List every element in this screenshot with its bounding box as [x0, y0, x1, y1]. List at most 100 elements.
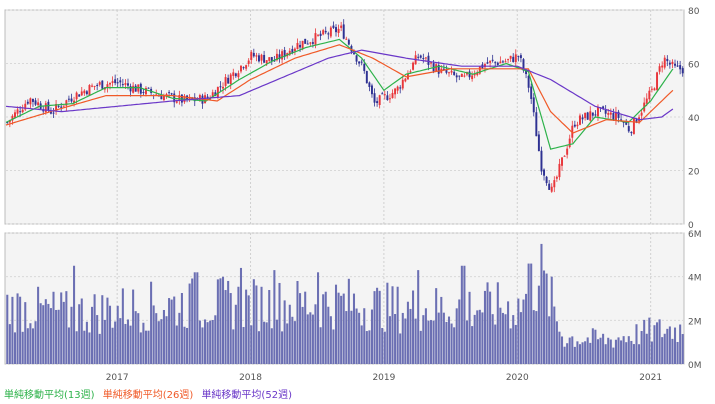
- candle-body: [591, 112, 594, 116]
- candle-body: [383, 94, 386, 96]
- candle-body: [535, 112, 538, 137]
- candle-body: [573, 124, 576, 127]
- volume-bar: [119, 318, 122, 364]
- candle-body: [73, 100, 76, 103]
- candle-body: [242, 67, 245, 69]
- candle-body: [355, 55, 358, 62]
- volume-bar: [250, 325, 253, 364]
- volume-bar: [291, 316, 294, 364]
- volume-bar: [532, 310, 535, 364]
- candle-body: [144, 87, 147, 95]
- candle-body: [409, 71, 412, 73]
- volume-bar: [234, 304, 237, 364]
- candle-body: [55, 103, 58, 112]
- volume-bar: [643, 319, 646, 364]
- candle-body: [412, 62, 415, 70]
- volume-bar: [21, 331, 24, 364]
- candle-body: [679, 65, 682, 70]
- x-tick-label: 2021: [639, 373, 662, 383]
- volume-bar: [663, 333, 666, 364]
- volume-bar: [435, 288, 438, 364]
- volume-bar: [144, 330, 147, 364]
- volume-bar: [170, 299, 173, 364]
- volume-bar: [412, 290, 415, 364]
- candle-body: [504, 61, 507, 63]
- candle-body: [268, 57, 271, 61]
- volume-bar: [134, 311, 137, 364]
- volume-bar: [473, 314, 476, 364]
- candle-body: [489, 60, 492, 63]
- volume-bar: [229, 293, 232, 364]
- candle-body: [198, 95, 201, 101]
- candle-body: [424, 57, 427, 59]
- candle-body: [448, 72, 450, 74]
- volume-bar: [49, 308, 52, 364]
- volume-bar: [62, 301, 65, 364]
- volume-bar: [239, 267, 243, 364]
- volume-bar: [196, 272, 199, 364]
- volume-bar: [455, 308, 458, 364]
- volume-y-tick: 2M: [688, 317, 702, 327]
- candle-body: [558, 163, 561, 178]
- candle-body: [620, 119, 623, 121]
- volume-bar: [560, 336, 564, 364]
- volume-bar: [602, 333, 605, 364]
- volume-bar: [283, 300, 286, 364]
- candle-body: [353, 53, 355, 55]
- volume-bar: [537, 285, 540, 364]
- candle-body: [114, 79, 117, 84]
- volume-bar: [658, 319, 661, 364]
- candle-body: [322, 30, 325, 35]
- candle-body: [566, 148, 569, 155]
- volume-bar: [216, 279, 219, 364]
- volume-bar: [322, 294, 325, 364]
- volume-bar: [563, 346, 566, 364]
- volume-bar: [319, 327, 322, 364]
- volume-bar: [512, 315, 515, 364]
- candle-body: [358, 61, 361, 64]
- candle-body: [227, 77, 230, 84]
- candle-body: [632, 118, 635, 134]
- candle-body: [609, 112, 612, 115]
- candle-body: [301, 40, 304, 50]
- volume-bar: [221, 276, 225, 364]
- candle-body: [88, 85, 91, 96]
- volume-bar: [37, 286, 40, 364]
- candle-body: [668, 62, 671, 65]
- volume-bar: [573, 346, 576, 364]
- candle-body: [676, 65, 679, 67]
- candle-body: [240, 65, 242, 72]
- legend-ma26: 単純移動平均(26週): [102, 390, 194, 401]
- volume-bar: [622, 336, 625, 364]
- candle-body: [640, 112, 643, 116]
- volume-bar: [263, 321, 266, 364]
- volume-bar: [394, 314, 397, 364]
- candle-body: [44, 103, 47, 113]
- volume-bar: [486, 282, 489, 364]
- volume-bar: [265, 322, 268, 364]
- candle-body: [453, 71, 456, 75]
- volume-bar: [245, 289, 248, 364]
- volume-bar: [314, 304, 317, 364]
- volume-bar: [445, 321, 448, 364]
- candle-body: [19, 111, 22, 113]
- volume-bar: [242, 327, 245, 364]
- candle-body: [548, 183, 551, 190]
- volume-bar: [91, 306, 94, 364]
- candle-body: [65, 100, 68, 106]
- candle-body: [458, 75, 461, 77]
- volume-bar: [607, 337, 610, 364]
- volume-bar: [227, 280, 230, 364]
- candle-body: [247, 60, 250, 64]
- volume-bar: [98, 333, 101, 364]
- candle-body: [260, 54, 263, 61]
- candle-body: [139, 83, 142, 94]
- candle-body: [85, 91, 88, 95]
- candle-body: [345, 38, 348, 40]
- candle-body: [347, 39, 350, 45]
- candle-body: [211, 92, 214, 98]
- volume-bar: [540, 243, 543, 364]
- volume-bar: [501, 312, 504, 364]
- volume-bar: [13, 332, 17, 364]
- volume-bar: [635, 324, 638, 364]
